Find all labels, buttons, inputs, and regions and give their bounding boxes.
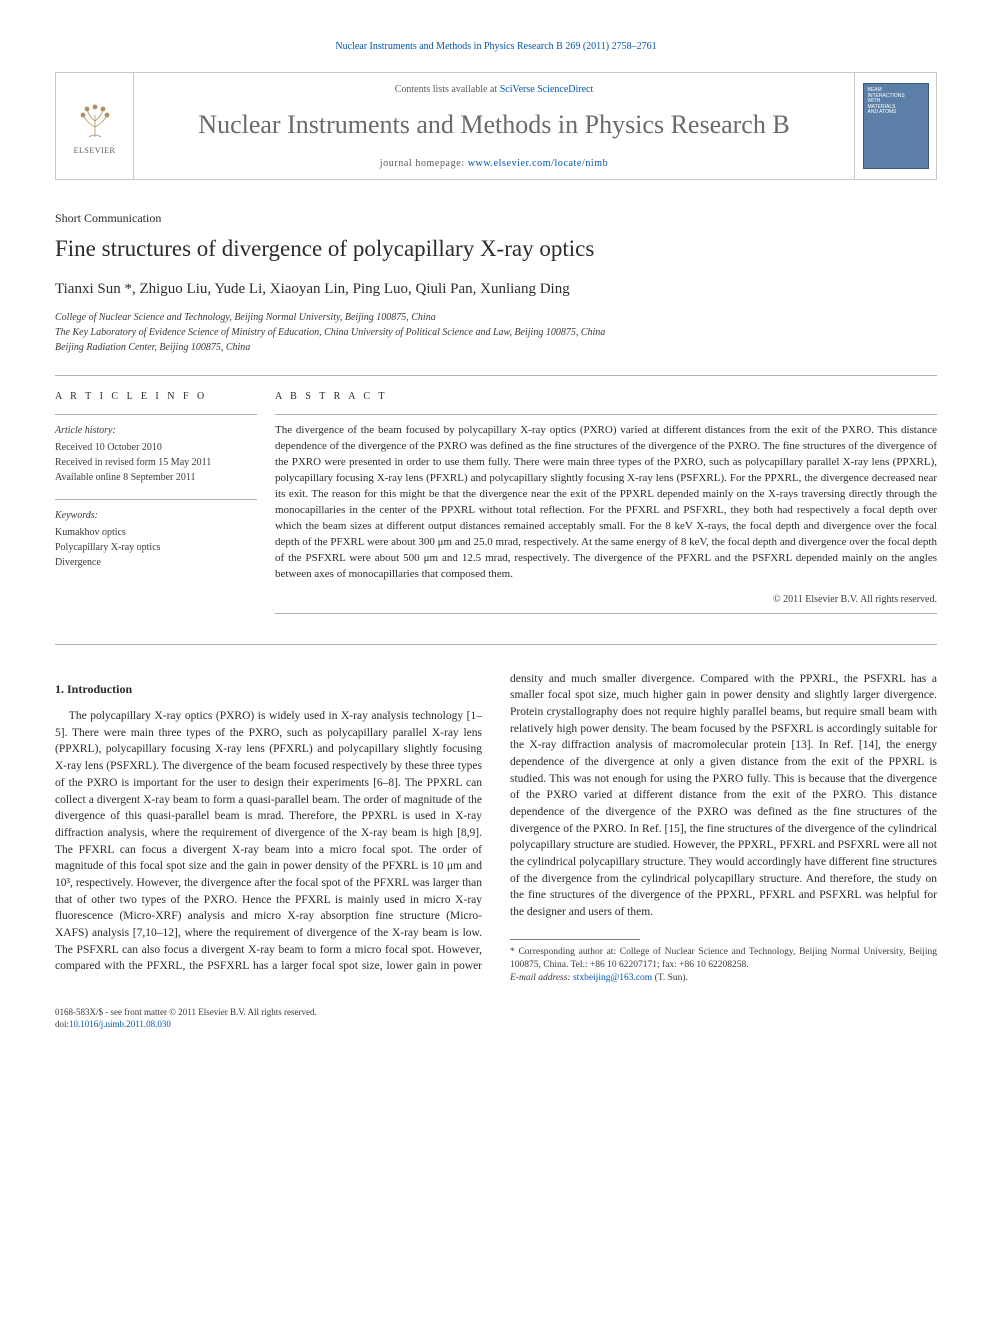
divider	[55, 414, 257, 415]
footnotes: * Corresponding author at: College of Nu…	[510, 946, 937, 986]
contents-prefix: Contents lists available at	[395, 84, 500, 95]
homepage-line: journal homepage: www.elsevier.com/locat…	[148, 157, 840, 171]
body-paragraph: The polycapillary X-ray optics (PXRO) is…	[55, 671, 937, 986]
email-suffix: (T. Sun).	[652, 973, 688, 983]
homepage-link[interactable]: www.elsevier.com/locate/nimb	[468, 158, 609, 169]
email-line: E-mail address: stxbeijing@163.com (T. S…	[510, 972, 937, 985]
keywords-label: Keywords:	[55, 508, 257, 523]
abstract-copyright: © 2011 Elsevier B.V. All rights reserved…	[275, 593, 937, 607]
info-abstract-row: A R T I C L E I N F O Article history: R…	[55, 390, 937, 613]
divider	[55, 644, 937, 645]
affiliation: College of Nuclear Science and Technolog…	[55, 310, 937, 325]
homepage-prefix: journal homepage:	[380, 158, 468, 169]
body-columns: 1. Introduction The polycapillary X-ray …	[55, 671, 937, 986]
history-label: Article history:	[55, 423, 257, 438]
front-matter-line: 0168-583X/$ - see front matter © 2011 El…	[55, 1006, 937, 1019]
contents-line: Contents lists available at SciVerse Sci…	[148, 83, 840, 97]
info-heading: A R T I C L E I N F O	[55, 390, 257, 404]
journal-header: ELSEVIER Contents lists available at Sci…	[55, 72, 937, 180]
keyword: Polycapillary X-ray optics	[55, 540, 257, 555]
abstract-text: The divergence of the beam focused by po…	[275, 423, 937, 582]
affiliations: College of Nuclear Science and Technolog…	[55, 310, 937, 355]
citation-line: Nuclear Instruments and Methods in Physi…	[55, 40, 937, 54]
article-info-column: A R T I C L E I N F O Article history: R…	[55, 390, 275, 613]
article-title: Fine structures of divergence of polycap…	[55, 233, 937, 265]
history-item: Received 10 October 2010	[55, 440, 257, 455]
email-label: E-mail address:	[510, 973, 571, 983]
journal-name: Nuclear Instruments and Methods in Physi…	[148, 107, 840, 143]
citation-link[interactable]: Nuclear Instruments and Methods in Physi…	[335, 41, 656, 52]
doi-link[interactable]: 10.1016/j.nimb.2011.08.030	[69, 1019, 171, 1029]
header-center: Contents lists available at SciVerse Sci…	[134, 73, 854, 179]
history-item: Available online 8 September 2011	[55, 470, 257, 485]
section-heading: 1. Introduction	[55, 681, 482, 698]
elsevier-tree-icon	[73, 97, 117, 141]
affiliation: The Key Laboratory of Evidence Science o…	[55, 325, 937, 340]
authors-line: Tianxi Sun *, Zhiguo Liu, Yude Li, Xiaoy…	[55, 279, 937, 300]
divider	[55, 375, 937, 376]
divider	[275, 414, 937, 415]
history-item: Received in revised form 15 May 2011	[55, 455, 257, 470]
divider	[55, 499, 257, 500]
email-link[interactable]: stxbeijing@163.com	[573, 973, 652, 983]
affiliation: Beijing Radiation Center, Beijing 100875…	[55, 340, 937, 355]
journal-cover-thumb: BEAM INTERACTIONS WITH MATERIALS AND ATO…	[863, 83, 929, 169]
keyword: Divergence	[55, 555, 257, 570]
doi-line: doi:10.1016/j.nimb.2011.08.030	[55, 1018, 937, 1031]
footnote-rule	[510, 939, 640, 940]
publisher-label: ELSEVIER	[74, 145, 116, 156]
cover-line: AND ATOMS	[868, 110, 924, 116]
doi-prefix: doi:	[55, 1019, 69, 1029]
abstract-column: A B S T R A C T The divergence of the be…	[275, 390, 937, 613]
divider	[275, 613, 937, 614]
corresponding-author-note: * Corresponding author at: College of Nu…	[510, 946, 937, 973]
article-history: Article history: Received 10 October 201…	[55, 423, 257, 485]
keyword: Kumakhov optics	[55, 525, 257, 540]
abstract-heading: A B S T R A C T	[275, 390, 937, 404]
publisher-logo-cell: ELSEVIER	[56, 73, 134, 179]
keywords-block: Keywords: Kumakhov optics Polycapillary …	[55, 508, 257, 570]
cover-cell: BEAM INTERACTIONS WITH MATERIALS AND ATO…	[854, 73, 936, 179]
article-type: Short Communication	[55, 210, 937, 227]
sciencedirect-link[interactable]: SciVerse ScienceDirect	[500, 84, 594, 95]
bottom-bar: 0168-583X/$ - see front matter © 2011 El…	[55, 1006, 937, 1031]
